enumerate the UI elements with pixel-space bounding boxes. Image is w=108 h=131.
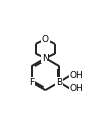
Text: B: B bbox=[56, 78, 62, 87]
Text: OH: OH bbox=[69, 84, 83, 93]
Text: F: F bbox=[29, 78, 34, 87]
Text: O: O bbox=[42, 35, 49, 44]
Text: N: N bbox=[42, 54, 49, 63]
Text: OH: OH bbox=[69, 71, 83, 80]
